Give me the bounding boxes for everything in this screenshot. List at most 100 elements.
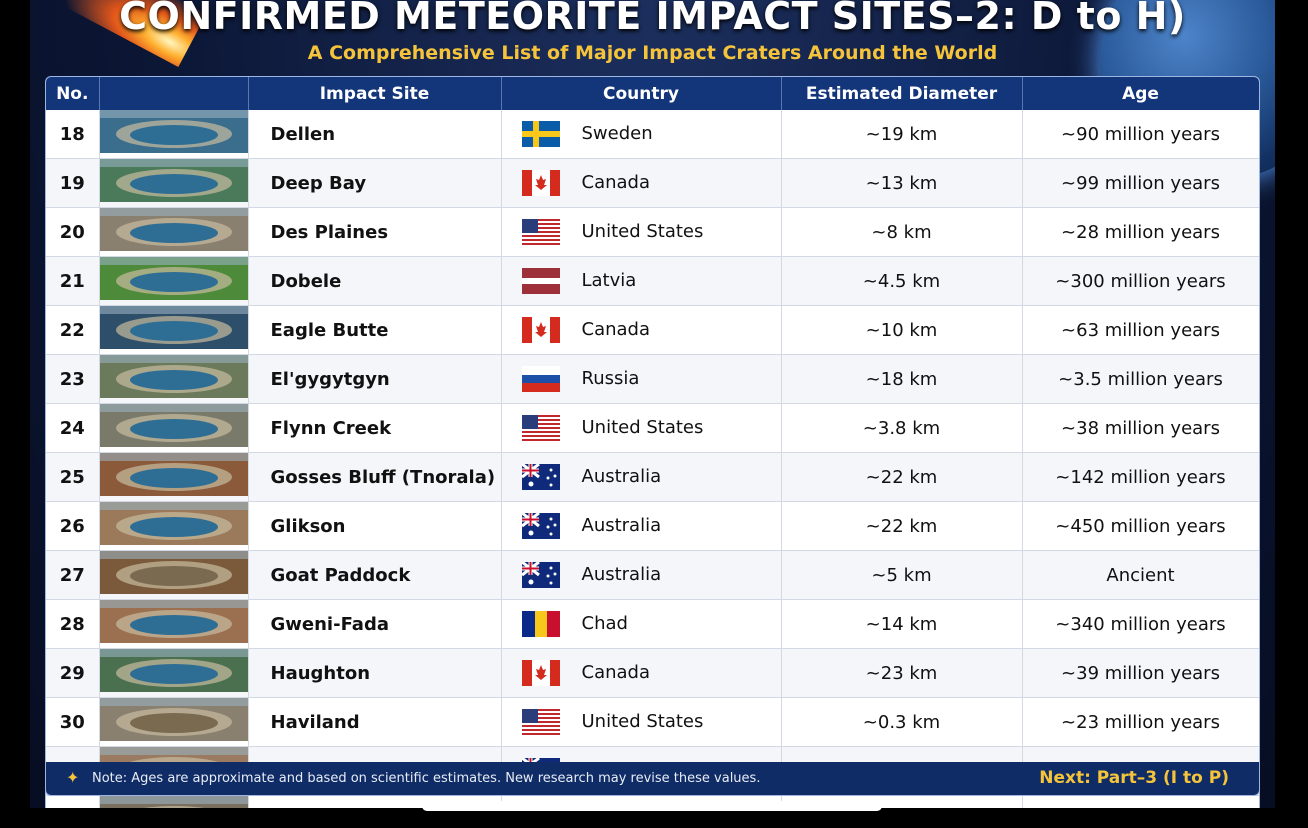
crater-image (99, 404, 248, 447)
country-name: Latvia (581, 270, 637, 291)
crater-image (99, 453, 248, 496)
craters-table: No. Impact Site Country Estimated Diameter A… (46, 77, 1259, 808)
next-link[interactable]: Next: Part–3 (I to P) (1039, 768, 1229, 788)
age: ~500 million years (1022, 795, 1259, 808)
country-cell: Australia (501, 501, 782, 551)
diameter: ~0.3 km (781, 697, 1023, 747)
table-row: 29 Haughton Canada ~23 km ~39 million years (46, 648, 1259, 698)
crater-image (99, 208, 248, 251)
country-cell: United States (501, 403, 782, 453)
flag-icon (521, 709, 560, 735)
header-row: No. Impact Site Country Estimated Diameter A… (46, 77, 1259, 110)
table-body: 18 Dellen Sweden ~19 km ~90 million years 19 D… (46, 110, 1259, 808)
crater-image (99, 551, 248, 594)
crater-image (99, 159, 248, 202)
age: ~450 million years (1022, 501, 1259, 551)
site-name: Dellen (248, 110, 502, 159)
crater-image (99, 110, 248, 153)
crater-photo (99, 110, 249, 159)
age: ~63 million years (1022, 305, 1259, 355)
column-header: Age (1022, 77, 1259, 110)
flag-icon (521, 121, 560, 147)
crater-photo (99, 207, 249, 257)
age: ~3.5 million years (1022, 354, 1259, 404)
table-frame: No. Impact Site Country Estimated Diameter A… (45, 76, 1260, 808)
table-row: 21 Dobele Latvia ~4.5 km ~300 million years (46, 256, 1259, 306)
country-name: United States (581, 221, 704, 242)
diameter: ~14 km (781, 599, 1023, 649)
star-icon: ✦ (66, 768, 80, 787)
site-name: Glikson (248, 501, 502, 551)
flag-icon (521, 366, 560, 392)
infographic: CONFIRMED METEORITE IMPACT SITES–2: D to… (30, 0, 1275, 808)
diameter: ~22 km (781, 452, 1023, 502)
diameter: ~3.8 km (781, 403, 1023, 453)
diameter: ~13 km (781, 158, 1023, 208)
site-name: Flynn Creek (248, 403, 502, 453)
site-name: Haughton (248, 648, 502, 698)
table-row: 19 Deep Bay Canada ~13 km ~99 million years (46, 158, 1259, 208)
row-number: 26 (46, 501, 100, 551)
site-name: Gosses Bluff (Tnorala) (248, 452, 502, 502)
flag-icon (521, 170, 560, 196)
age: ~39 million years (1022, 648, 1259, 698)
title: CONFIRMED METEORITE IMPACT SITES–2: D to… (119, 0, 1186, 38)
diameter: ~10 km (781, 305, 1023, 355)
flag-icon (521, 219, 560, 245)
crater-photo (99, 452, 249, 502)
country-name: Australia (581, 515, 662, 536)
flag-icon (521, 660, 560, 686)
country-name: United States (581, 417, 704, 438)
age: ~23 million years (1022, 697, 1259, 747)
column-header: Impact Site (248, 77, 502, 110)
crater-image (99, 355, 248, 398)
row-number: 32 (46, 795, 100, 808)
site-name: Eagle Butte (248, 305, 502, 355)
table-row: 30 Haviland United States ~0.3 km ~23 millio… (46, 697, 1259, 747)
flag-icon (521, 317, 560, 343)
column-header: Country (501, 77, 782, 110)
age: ~142 million years (1022, 452, 1259, 502)
country-name: Chad (581, 613, 628, 634)
crater-photo (99, 550, 249, 600)
column-header: Estimated Diameter (781, 77, 1023, 110)
flag-icon (521, 611, 560, 637)
country-cell: Chad (501, 599, 782, 649)
column-header (99, 77, 249, 110)
row-number: 18 (46, 110, 100, 159)
diameter: ~5 km (781, 550, 1023, 600)
diameter: ~22 km (781, 501, 1023, 551)
row-number: 28 (46, 599, 100, 649)
table-row: 22 Eagle Butte Canada ~10 km ~63 million yea… (46, 305, 1259, 355)
country-cell: United States (501, 697, 782, 747)
crater-photo (99, 354, 249, 404)
country-name: Canada (581, 662, 651, 683)
country-name: Canada (581, 319, 651, 340)
country-cell: United States (501, 207, 782, 257)
site-name: Deep Bay (248, 158, 502, 208)
subtitle: A Comprehensive List of Major Impact Cra… (307, 42, 998, 64)
country-name: Australia (581, 466, 662, 487)
flag-icon (520, 560, 560, 588)
diameter: ~23 km (781, 648, 1023, 698)
country-cell: Australia (501, 452, 782, 502)
country-name: United States (581, 711, 704, 732)
row-number: 22 (46, 305, 100, 355)
row-number: 20 (46, 207, 100, 257)
country-cell: Canada (501, 305, 782, 355)
flag-icon (520, 462, 560, 490)
flag-icon (521, 268, 560, 294)
table-row: 25 Gosses Bluff (Tnorala) Australia ~22 km ~… (46, 452, 1259, 502)
table-row: 27 Goat Paddock Australia ~5 km Ancient (46, 550, 1259, 600)
crater-image (99, 306, 248, 349)
row-number: 24 (46, 403, 100, 453)
home-indicator (422, 801, 882, 811)
age: ~300 million years (1022, 256, 1259, 306)
crater-photo (99, 501, 249, 551)
crater-image (99, 502, 248, 545)
country-cell: Australia (501, 550, 782, 600)
table-row: 20 Des Plaines United States ~8 km ~28 milli… (46, 207, 1259, 257)
crater-photo (99, 403, 249, 453)
country-cell: Canada (501, 158, 782, 208)
